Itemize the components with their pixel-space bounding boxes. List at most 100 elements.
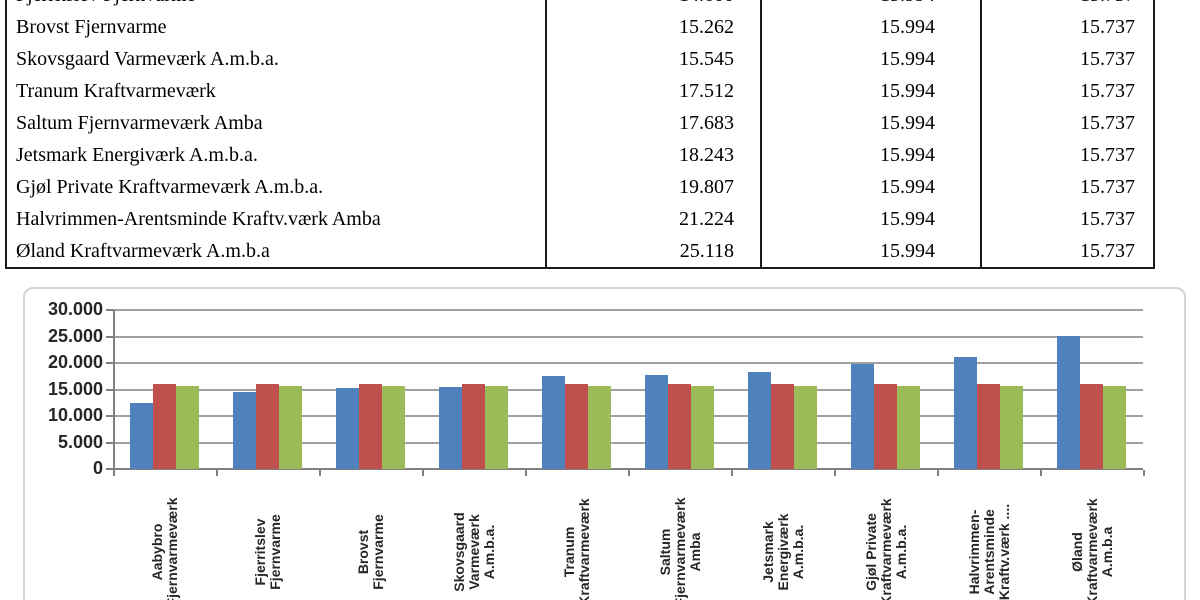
x-axis-label: Kraftv.værk .... <box>995 503 1012 600</box>
gridline <box>113 415 1143 417</box>
x-axis-tick <box>319 470 321 476</box>
value-cell: 18.243 <box>547 139 762 171</box>
y-axis-tick <box>106 468 113 470</box>
company-name-cell: Brovst Fjernvarme <box>7 11 547 43</box>
value-cell: 17.683 <box>547 107 762 139</box>
gridline <box>113 309 1143 311</box>
x-axis-label: Halvrimmen- <box>965 509 982 595</box>
bar-series-blue <box>851 364 874 469</box>
value-cell: 15.994 <box>762 235 982 267</box>
x-axis-label: Arentsminde <box>980 509 997 595</box>
x-axis-tick <box>834 470 836 476</box>
gridline <box>113 441 1143 444</box>
gridline <box>113 468 1143 470</box>
x-axis-label: A.m.b.a. <box>892 524 909 580</box>
company-name-cell: Skovsgaard Varmeværk A.m.b.a. <box>7 43 547 75</box>
table-row: Halvrimmen-Arentsminde Kraftv.værk Amba 2… <box>7 203 1153 235</box>
value-cell: 15.737 <box>1080 208 1135 230</box>
x-axis-tick <box>1143 470 1145 476</box>
y-axis-tick <box>106 309 113 311</box>
bar-series-blue <box>233 392 256 469</box>
y-axis-label: 25.000 <box>47 325 103 346</box>
company-name-cell: Fjerritslev Fjernvarme <box>7 0 547 11</box>
y-axis-label: 30.000 <box>47 299 103 319</box>
value-cell: 15.262 <box>547 11 762 43</box>
table-row: Øland Kraftvarmeværk A.m.b.a 25.118 15.994… <box>7 235 1153 267</box>
y-axis-tick <box>106 335 113 338</box>
y-axis-label: 10.000 <box>47 405 103 425</box>
y-axis-tick <box>106 415 113 417</box>
bar-series-green <box>382 386 405 469</box>
price-table: Fjerritslev Fjernvarme14.60015.99415.737… <box>5 0 1155 269</box>
bar-series-red <box>668 384 691 469</box>
x-axis-label: Fjernvarme <box>370 514 386 590</box>
y-axis-line <box>113 310 115 473</box>
x-axis-tick <box>525 470 527 476</box>
bar-series-blue <box>645 375 668 469</box>
bar-chart: 0 5.000 10.000 15.000 20.000 25.000 30.000 Aaby… <box>23 287 1186 600</box>
bar-series-blue <box>1057 336 1080 469</box>
y-axis-label: 15.000 <box>47 378 103 399</box>
value-cell: 15.545 <box>547 43 762 75</box>
bar-series-blue <box>336 388 359 469</box>
value-cell: 15.737 <box>1080 240 1135 262</box>
bar-series-green <box>1103 386 1126 469</box>
x-axis-label: Skovsgaard <box>450 512 467 592</box>
bar-series-green <box>485 386 508 469</box>
x-axis-label: Gjøl Private <box>862 513 879 591</box>
x-axis-label: Fjernvarme <box>267 514 283 590</box>
bar-series-red <box>874 384 897 469</box>
x-axis-tick <box>628 470 630 476</box>
y-axis-label: 20.000 <box>47 352 103 372</box>
x-axis-tick <box>937 470 939 476</box>
x-axis-label: Tranum <box>561 526 577 578</box>
bar-series-red <box>359 384 382 469</box>
x-axis-tick <box>113 470 115 476</box>
x-axis-label: Kraftvarmeværk <box>1083 498 1100 600</box>
x-axis-label: Kraftvarmeværk <box>877 498 894 600</box>
bar-series-red <box>565 384 588 469</box>
value-cell: 15.737 <box>1080 112 1135 134</box>
bar-series-green <box>1000 386 1023 469</box>
value-cell: 21.224 <box>547 203 762 235</box>
y-axis-tick <box>106 441 113 444</box>
value-cell: 15.994 <box>762 171 982 203</box>
bar-series-blue <box>130 403 153 469</box>
x-axis-label: Energiværk <box>774 513 791 591</box>
bar-series-blue <box>748 372 771 469</box>
x-axis-label: Jetsmark <box>759 521 776 583</box>
bar-series-red <box>977 384 1000 469</box>
bar-series-green <box>897 386 920 469</box>
x-axis-label: Øland <box>1068 532 1085 572</box>
value-cell: 15.737 <box>1080 176 1135 198</box>
value-cell: 15.994 <box>762 11 982 43</box>
bar-series-red <box>1080 384 1103 469</box>
bar-series-red <box>771 384 794 469</box>
x-axis-tick <box>1040 470 1042 476</box>
x-axis-label: A.m.b.a. <box>789 524 806 580</box>
table-row: Skovsgaard Varmeværk A.m.b.a. 15.545 15.99… <box>7 43 1153 75</box>
company-name-cell: Saltum Fjernvarmeværk Amba <box>7 107 547 139</box>
value-cell: 19.807 <box>547 171 762 203</box>
value-cell: 15.737 <box>1080 144 1135 166</box>
value-cell: 15.994 <box>762 139 982 171</box>
company-name-cell: Halvrimmen-Arentsminde Kraftv.værk Amba <box>7 203 547 235</box>
value-cell: 14.600 <box>547 0 762 11</box>
value-cell: 17.512 <box>547 75 762 107</box>
gridline <box>113 388 1143 391</box>
x-axis-label: Varmeværk <box>465 514 482 590</box>
value-cell: 15.994 <box>762 203 982 235</box>
table-row: Brovst Fjernvarme 15.262 15.994 15.737 <box>7 11 1153 43</box>
gridline <box>113 335 1143 338</box>
x-axis-label: Fjernvarmeværk <box>164 497 180 600</box>
company-name-cell: Øland Kraftvarmeværk A.m.b.a <box>7 235 547 267</box>
y-axis-tick <box>106 362 113 364</box>
value-cell: 15.737 <box>1080 16 1135 38</box>
table-row: Saltum Fjernvarmeværk Amba 17.683 15.994 15… <box>7 107 1153 139</box>
table-row: Gjøl Private Kraftvarmeværk A.m.b.a. 19.8… <box>7 171 1153 203</box>
x-axis-label: Aabybro <box>149 523 165 581</box>
x-axis-label: Amba <box>686 532 703 572</box>
table-row: Tranum Kraftvarmeværk 17.512 15.994 15.737 <box>7 75 1153 107</box>
bar-series-blue <box>954 357 977 469</box>
